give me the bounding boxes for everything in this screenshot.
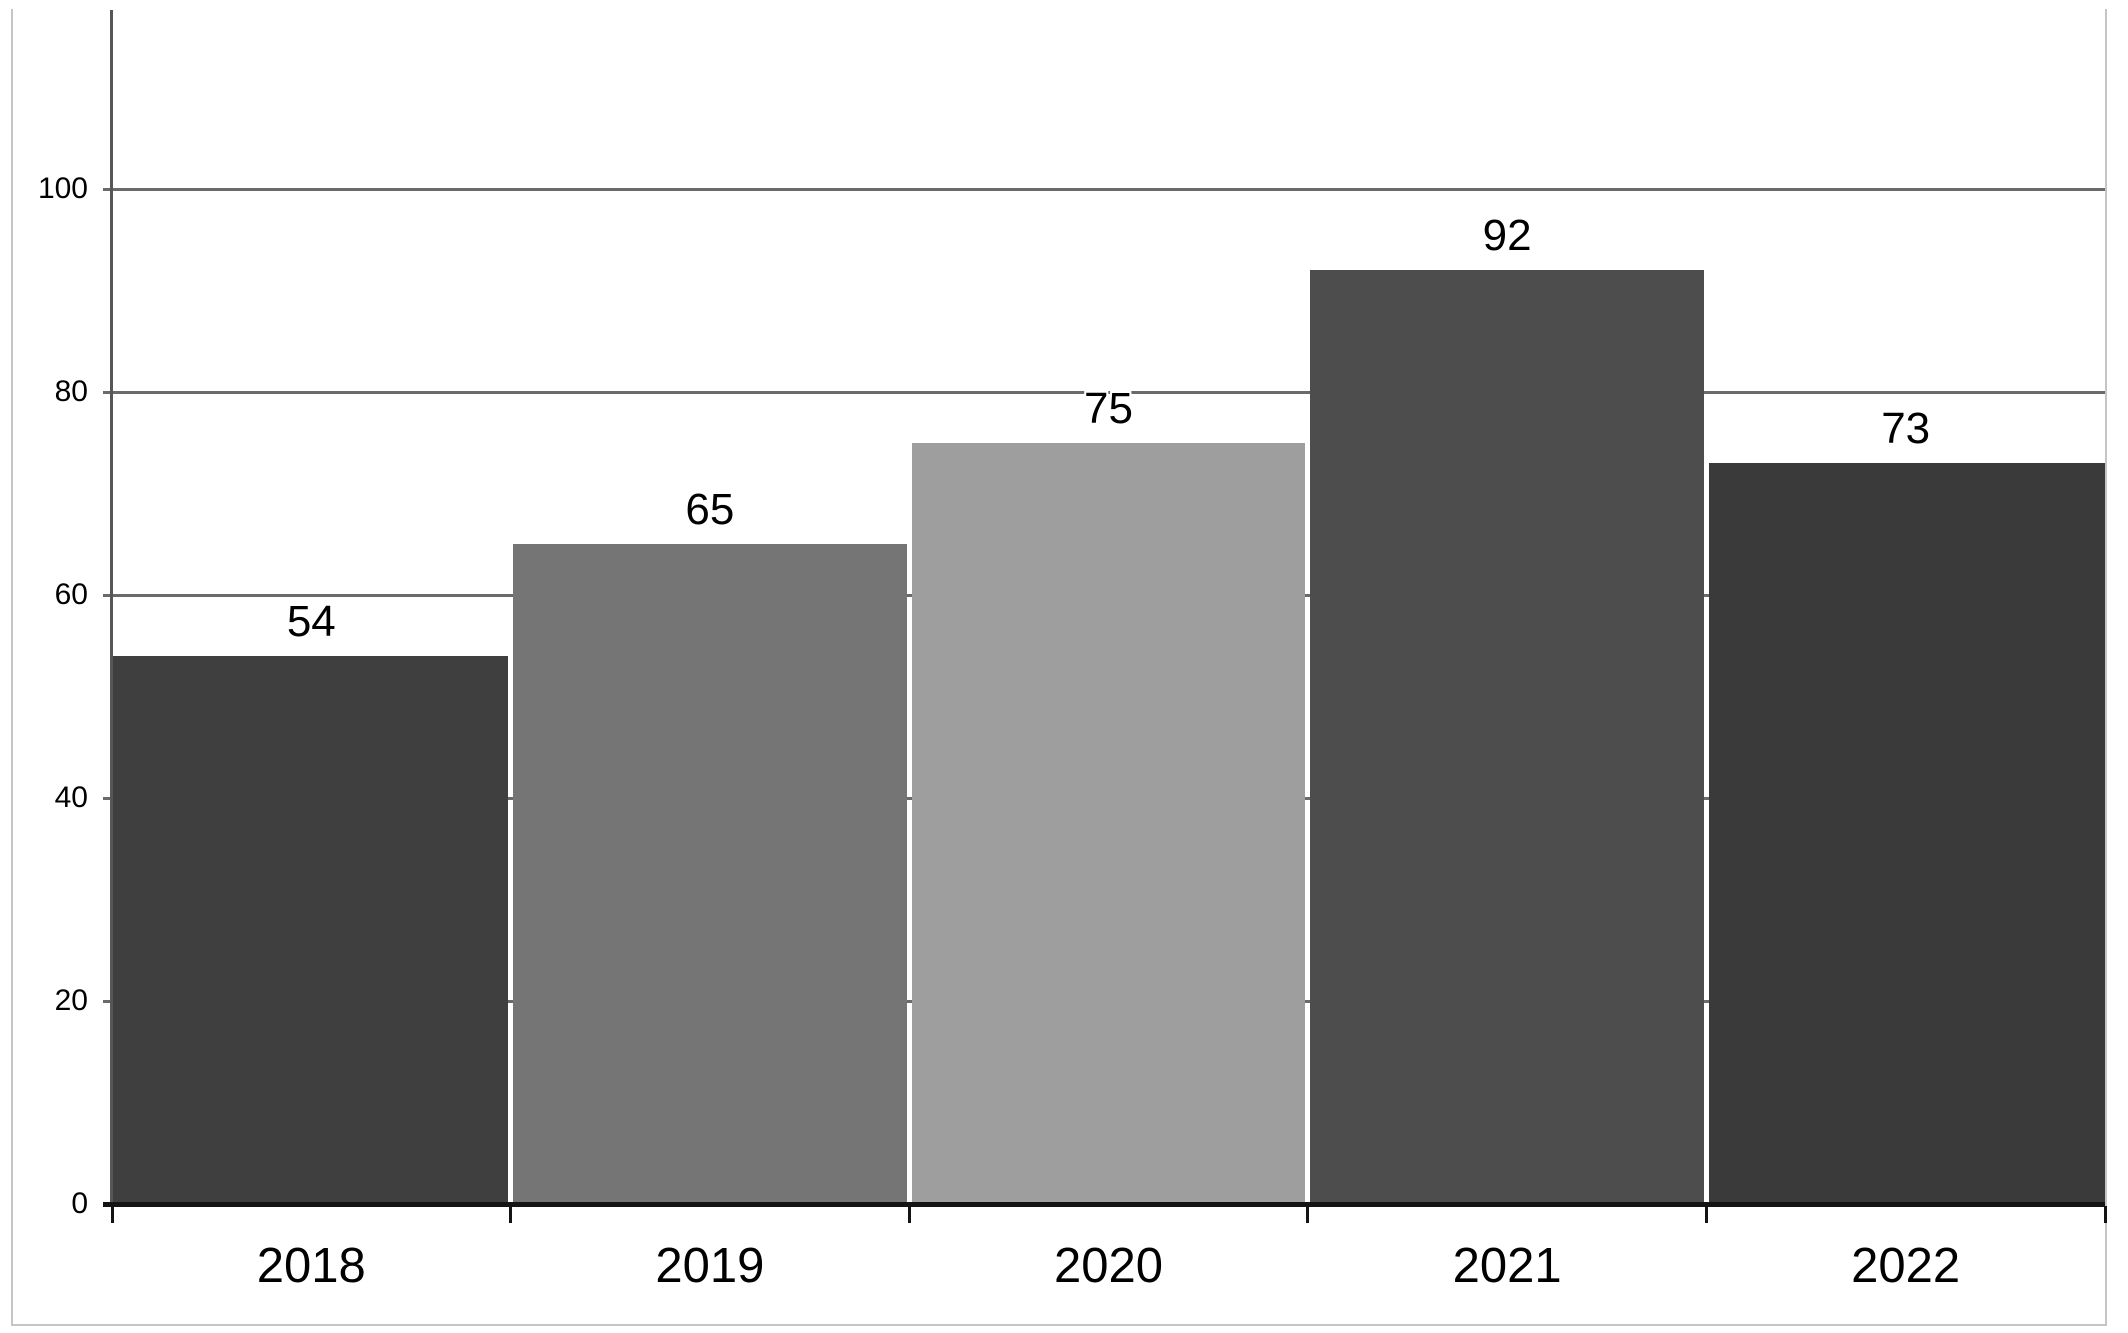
y-axis-line (110, 10, 113, 1204)
x-axis-label: 2022 (1851, 1239, 1961, 1293)
chart-frame-border (11, 9, 2107, 1326)
bar (112, 655, 509, 1204)
x-axis-label: 2020 (1053, 1239, 1163, 1293)
y-axis-label: 60 (54, 578, 88, 611)
y-axis-label: 20 (54, 984, 88, 1017)
x-axis-label: 2021 (1452, 1239, 1562, 1293)
bar (1708, 463, 2105, 1204)
bar-value-label: 92 (1482, 211, 1532, 261)
x-axis-tick (907, 1206, 911, 1223)
x-axis-tick (1704, 1206, 1708, 1223)
bar-value-label: 75 (1084, 383, 1133, 433)
x-axis-tick (2103, 1206, 2107, 1223)
x-axis-label: 2019 (655, 1239, 765, 1293)
y-axis-label: 80 (54, 375, 88, 408)
y-axis-label: 0 (71, 1187, 88, 1220)
bar-value-label: 73 (1881, 404, 1931, 454)
bar (513, 544, 907, 1204)
x-axis-tick (509, 1206, 513, 1223)
x-axis-label: 2018 (256, 1239, 366, 1293)
gridline (103, 390, 2105, 394)
gridline (103, 187, 2105, 191)
bar-value-label: 54 (286, 596, 336, 646)
x-axis-line (103, 1202, 2105, 1207)
y-axis-label: 100 (37, 172, 88, 205)
bar (911, 442, 1306, 1204)
y-axis-label: 40 (54, 781, 88, 814)
x-axis-tick (1306, 1206, 1310, 1223)
x-axis-tick (110, 1206, 114, 1223)
bar-value-label: 65 (685, 485, 735, 535)
bar (1310, 270, 1704, 1204)
